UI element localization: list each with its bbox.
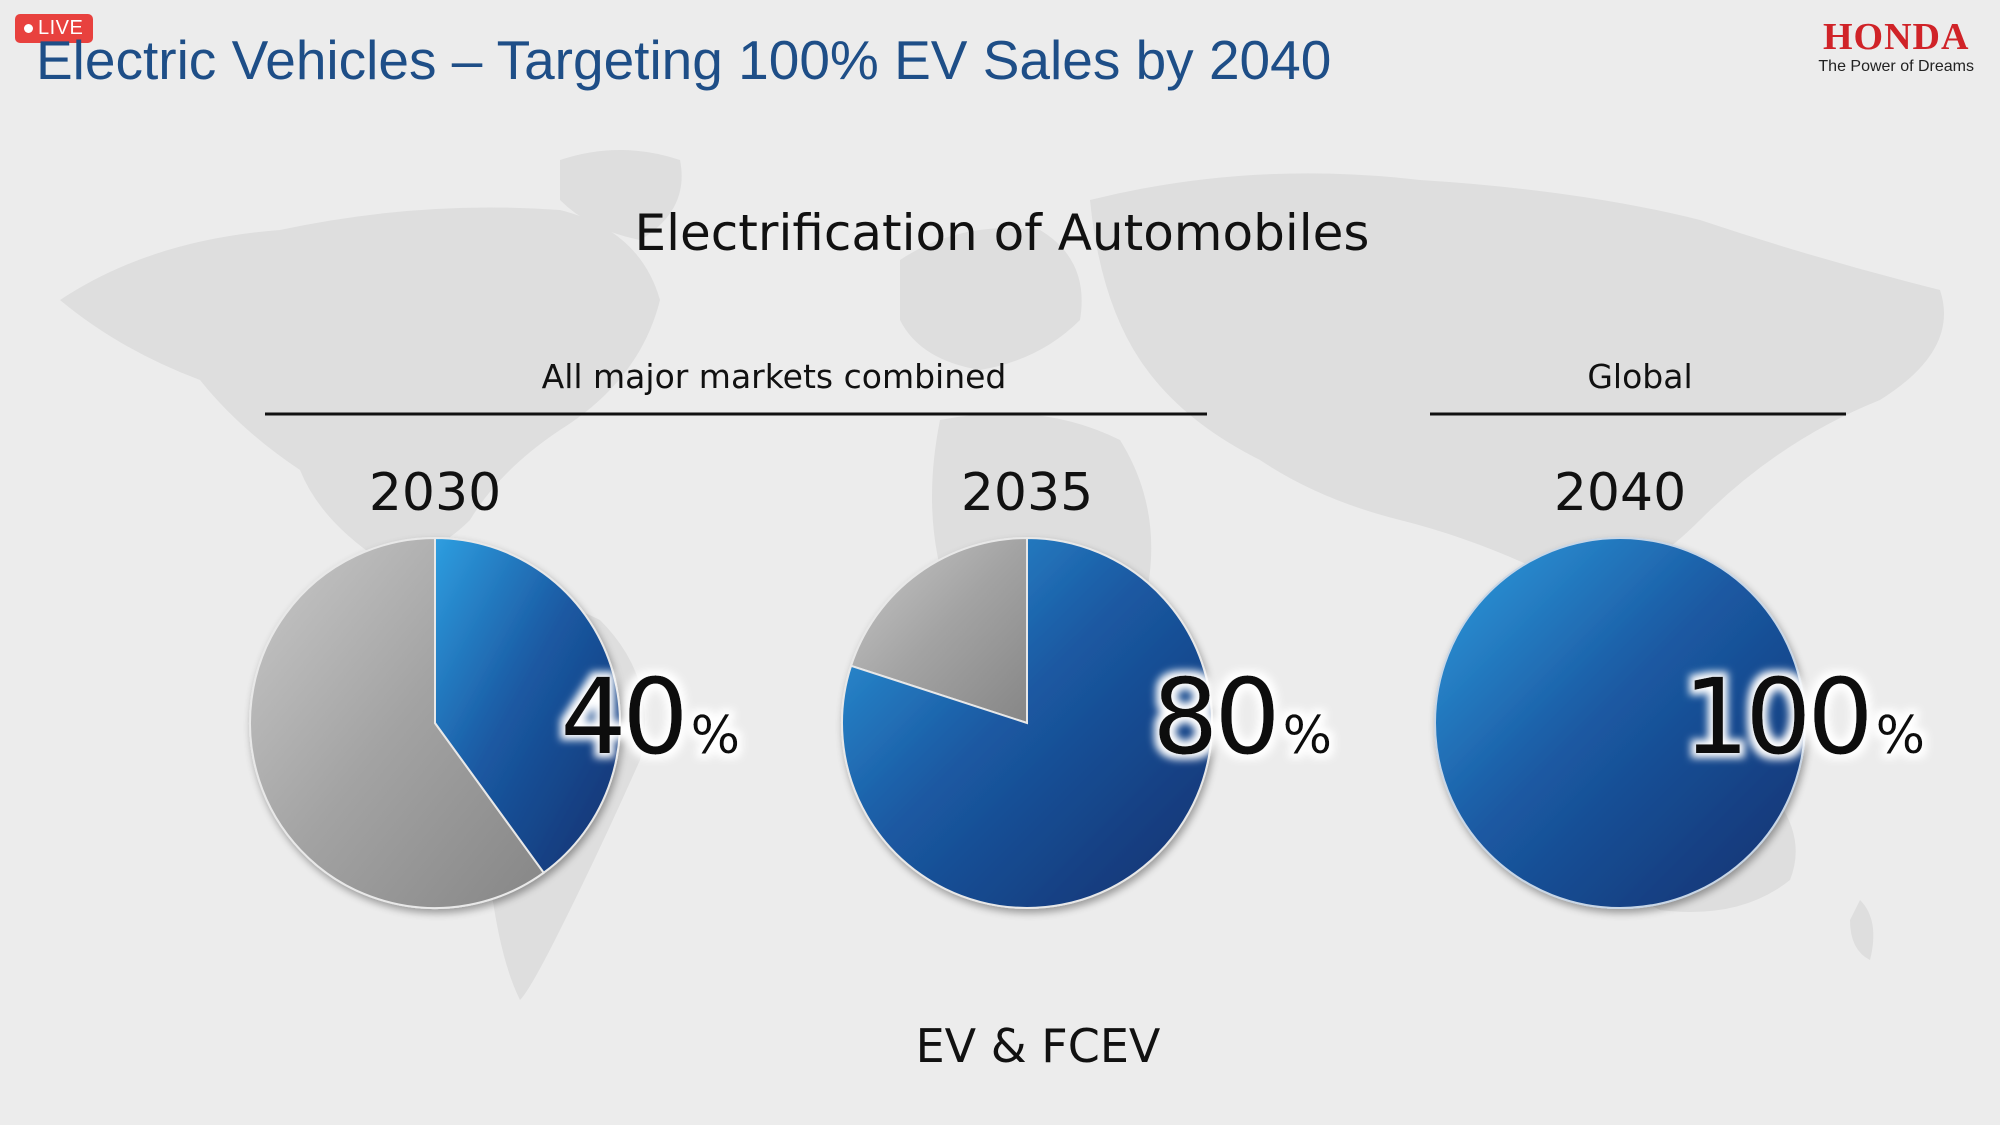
pie-2035	[841, 536, 1213, 909]
pie-slice-ev-2040	[1434, 537, 1806, 909]
pie-slice-ev-2035	[841, 536, 1213, 909]
live-badge: LIVE	[15, 14, 94, 43]
pie-slice-other-2035	[849, 536, 1028, 725]
year-label-2040: 2040	[1554, 463, 1686, 523]
year-label-2030: 2030	[369, 463, 501, 523]
live-label: LIVE	[38, 17, 84, 39]
percent-label-2030: 40%	[560, 656, 740, 778]
percent-value-2040: 100	[1683, 656, 1870, 778]
percent-value-2030: 40	[560, 656, 684, 778]
pie-slice-ev-2030	[434, 536, 621, 875]
pie-2030	[249, 536, 621, 909]
honda-logo: HONDA The Power of Dreams	[1818, 18, 1974, 76]
percent-label-2040: 100%	[1683, 656, 1925, 778]
brand-tagline: The Power of Dreams	[1818, 58, 1974, 75]
brand-name: HONDA	[1822, 16, 1970, 58]
percent-unit-2030: %	[691, 706, 740, 766]
percent-value-2035: 80	[1152, 656, 1276, 778]
group-label-major-markets: All major markets combined	[542, 357, 1007, 396]
percent-label-2035: 80%	[1152, 656, 1332, 778]
pie-2040	[1434, 537, 1806, 909]
pie-slice-other-2030	[249, 536, 546, 909]
year-label-2035: 2035	[961, 463, 1093, 523]
group-label-global: Global	[1587, 357, 1692, 396]
chart-title: Electrification of Automobiles	[635, 204, 1370, 262]
slide-title: Electric Vehicles – Targeting 100% EV Sa…	[36, 29, 1332, 91]
percent-unit-2040: %	[1876, 706, 1925, 766]
footnote-ev-fcev: EV & FCEV	[916, 1019, 1161, 1073]
live-dot-icon	[24, 24, 33, 33]
percent-unit-2035: %	[1283, 706, 1332, 766]
